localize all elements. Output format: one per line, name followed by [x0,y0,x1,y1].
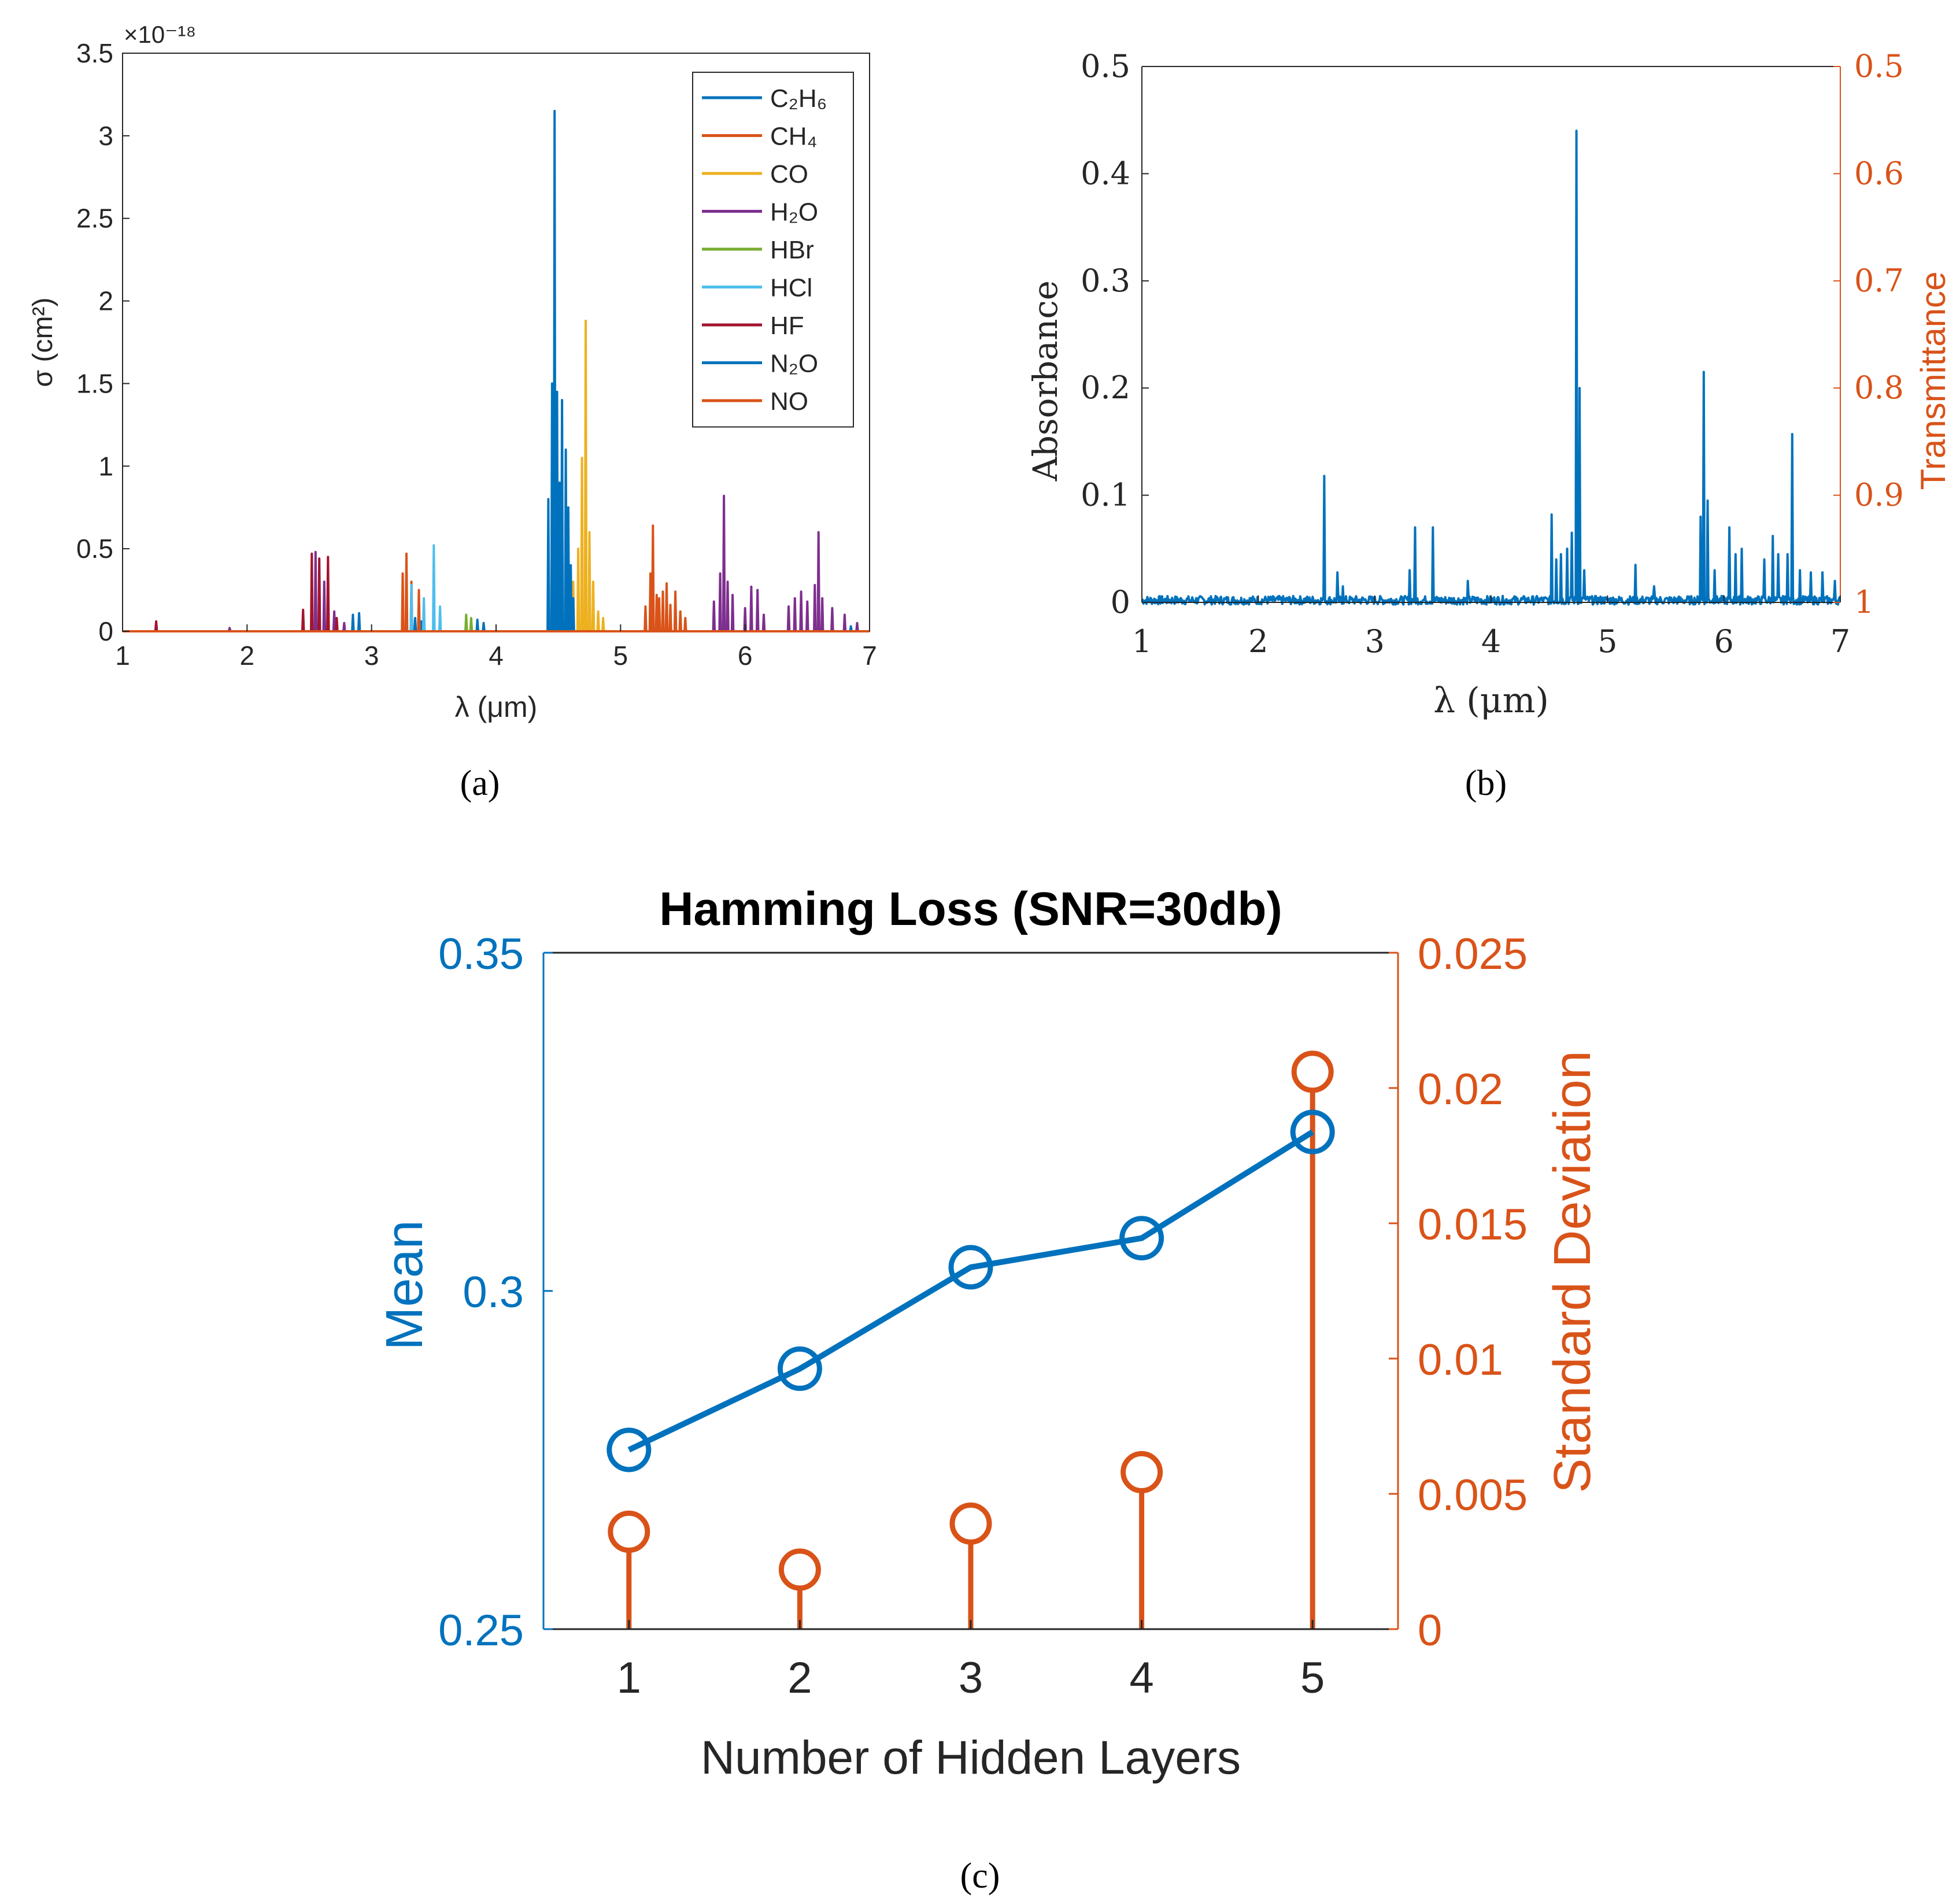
legend-label-a: HF [770,312,804,340]
y-tick-label-right-c: 0.015 [1418,1200,1528,1249]
y-tick-label-right-c: 0 [1418,1606,1442,1655]
y-tick-label-a: 2.5 [76,203,113,234]
x-tick-label-b: 7 [1830,623,1850,660]
y-tick-label-b: 0.3 [1081,262,1130,299]
legend-label-a: CH₄ [770,123,818,151]
y-tick-label-a: 2 [98,286,113,316]
y-tick-label-right-b: 1 [1854,584,1874,620]
x-tick-label-a: 2 [240,641,255,671]
y-tick-label-c: 0.35 [438,930,524,979]
y-tick-label-a: 1 [98,451,113,481]
x-tick-label-b: 6 [1714,623,1733,660]
y-axis-label-b: Absorbance [1026,280,1065,482]
x-tick-label-c: 3 [959,1653,983,1703]
legend-label-a: NO [770,387,808,416]
y-tick-label-b: 0.5 [1081,48,1130,84]
mean-line-c [627,1129,1314,1453]
x-tick-label-b: 1 [1132,623,1152,660]
y-tick-label-a: 3 [98,121,113,151]
y-axis-label-a: σ (cm²) [28,298,58,387]
series-line-a-8 [123,524,870,632]
legend-label-a: CO [770,160,808,188]
y-tick-label-right-b: 0.7 [1854,262,1904,299]
stem-marker-c [778,1548,821,1591]
y-tick-label-b: 0 [1111,584,1130,620]
y-tick-label-a: 3.5 [76,38,113,68]
stem-marker-c [1120,1451,1163,1494]
x-tick-label-b: 4 [1481,623,1501,660]
x-tick-label-a: 6 [738,641,753,671]
x-tick-label-a: 7 [862,641,877,671]
y-exponent-a: ×10⁻¹⁸ [124,21,196,48]
panel-label-c: (c) [960,1856,1000,1896]
y-axis-label-right-b: Transmittance [1914,272,1952,490]
y-tick-label-right-b: 0.8 [1854,369,1904,406]
y-tick-label-a: 0 [98,616,113,646]
y-tick-label-right-c: 0.005 [1418,1471,1528,1520]
y-tick-label-b: 0.1 [1081,477,1130,513]
x-tick-label-a: 3 [364,641,379,671]
chart-a: 1 2 3 4 5 6 7 0 0.5 1 1.5 2 2.5 3 3.5 ×10⁻¹⁸ λ (μm) σ (cm… [28,21,877,723]
y-tick-label-c: 0.25 [438,1606,524,1655]
y-tick-label-b: 0.4 [1081,155,1130,191]
y-tick-label-a: 0.5 [76,534,113,564]
legend-label-a: HBr [770,236,814,264]
mean-marker-c [777,1346,822,1392]
y-axis-label-right-c: Standard Deviation [1544,1050,1602,1493]
y-tick-label-right-b: 0.6 [1854,155,1904,191]
x-tick-label-c: 5 [1300,1653,1325,1703]
x-tick-label-c: 2 [787,1653,812,1703]
x-tick-label-a: 1 [115,641,130,671]
x-tick-label-a: 4 [489,641,504,671]
x-tick-label-b: 3 [1364,623,1384,660]
panel-label-a: (a) [460,764,500,803]
y-tick-label-right-b: 0.9 [1854,477,1904,513]
panel-label-b: (b) [1465,764,1507,803]
x-tick-label-b: 5 [1597,623,1617,660]
x-axis-label-b: λ (μm) [1433,680,1549,721]
y-tick-label-right-c: 0.01 [1418,1335,1503,1385]
mean-marker-c [948,1245,993,1290]
y-axis-label-c: Mean [376,1220,434,1350]
x-axis-label-c: Number of Hidden Layers [701,1731,1241,1784]
x-tick-label-c: 4 [1129,1653,1153,1703]
stem-marker-c [949,1502,992,1545]
y-tick-label-right-b: 0.5 [1854,48,1904,84]
x-tick-label-b: 2 [1248,623,1268,660]
legend-label-a: N₂O [770,350,818,378]
y-tick-label-a: 1.5 [76,368,113,398]
y-tick-label-b: 0.2 [1081,369,1130,406]
legend-label-a: C₂H₆ [770,84,827,113]
x-tick-label-c: 1 [617,1653,641,1703]
legend-label-a: HCl [770,274,812,302]
x-axis-label-a: λ (μm) [455,691,538,723]
mean-marker-c [1290,1109,1335,1154]
stem-marker-c [608,1511,650,1553]
x-tick-label-a: 5 [613,641,628,671]
legend-label-a: H₂O [770,198,818,227]
stem-marker-c [1291,1050,1334,1093]
y-tick-label-c: 0.3 [463,1268,524,1317]
mean-marker-c [1119,1216,1164,1261]
y-tick-label-right-c: 0.025 [1418,930,1528,979]
plot-area-b [1142,66,1840,602]
chart-c: 1 2 3 4 5 0.25 0.3 0.35 0 0.005 0.01 0.015 0.02 0.025… [376,883,1602,1784]
y-tick-label-right-c: 0.02 [1418,1065,1503,1114]
chart-b: 1 2 3 4 5 6 7 0 0.1 0.2 0.3 0.4 0.5 1 0.9 0.8 0.7 0.6 0.5 λ… [1026,48,1952,721]
mean-marker-c [607,1427,652,1472]
plot-area-c [543,953,1398,1629]
chart-title-c: Hamming Loss (SNR=30db) [659,883,1282,935]
